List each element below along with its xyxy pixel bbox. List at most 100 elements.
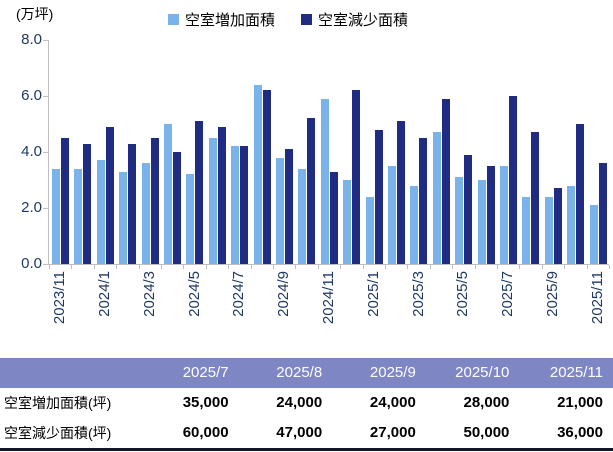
x-tick-label: 2024/9 [275, 271, 293, 317]
x-axis-tick [385, 265, 386, 269]
bar-increase [477, 180, 486, 264]
bar-increase [567, 185, 576, 264]
table-row-label: 空室増加面積(坪) [4, 395, 112, 411]
x-tick-label: 2024/7 [230, 271, 248, 317]
x-axis-tick [161, 265, 162, 269]
bar-decrease [285, 149, 293, 264]
bar-decrease [598, 163, 607, 264]
bar-decrease [374, 129, 383, 264]
bar-increase [365, 196, 374, 264]
bar-increase [231, 146, 240, 264]
bar-increase [500, 166, 508, 264]
bar-decrease [397, 121, 405, 264]
bar-decrease [150, 138, 159, 264]
table-header-cell: 2025/11 [549, 364, 603, 381]
bar-increase [276, 157, 284, 264]
bar-decrease [441, 98, 450, 264]
bar-increase [388, 166, 396, 264]
bar-decrease [105, 126, 114, 264]
table-header-row: 2025/7 2025/8 2025/9 2025/10 2025/11 [0, 358, 613, 388]
bar-increase [96, 160, 105, 264]
x-axis-tick [228, 265, 230, 269]
x-axis-tick [273, 265, 274, 269]
plot-area: 2023/11 2024/1 2024/3 2024/5 2024/7 2024/9 202… [43, 40, 610, 324]
x-axis-tick [452, 265, 454, 269]
bar-decrease [464, 154, 473, 264]
table-value-cell: 24,000 [369, 394, 416, 411]
bar-decrease [262, 90, 271, 264]
x-axis-tick [49, 265, 50, 269]
decrease-swatch-icon [301, 14, 313, 25]
y-axis-tick [43, 208, 49, 209]
x-axis-tick [250, 265, 252, 269]
x-axis-tick [183, 265, 185, 269]
y-tick-label: 4.0 [21, 143, 42, 160]
table-value-cell: 21,000 [557, 394, 603, 411]
bar-decrease [307, 118, 316, 264]
x-axis-tick [564, 265, 566, 269]
bar-increase [320, 98, 329, 264]
bar-increase [208, 138, 217, 264]
x-axis-tick [586, 265, 588, 269]
table-row-label: 空室減少面積(坪) [4, 425, 112, 441]
table-value-cell: 36,000 [557, 424, 603, 441]
bar-increase [119, 171, 128, 264]
x-axis-tick [519, 265, 521, 269]
bar-decrease [329, 171, 338, 264]
table-value-cell: 27,000 [369, 424, 416, 441]
chart-legend: 空室増加面積 空室減少面積 [168, 9, 408, 30]
table-value-cell: 47,000 [276, 424, 323, 441]
bar-increase [186, 174, 195, 264]
x-tick-label: 2025/1 [364, 271, 382, 317]
bar-increase [589, 205, 598, 264]
x-tick-label: 2025/9 [544, 271, 561, 317]
bar-increase [74, 168, 83, 264]
bar-decrease [128, 143, 137, 264]
x-axis-tick [340, 265, 342, 269]
increase-swatch-icon [168, 14, 179, 25]
table-value-cell: 60,000 [182, 424, 229, 441]
x-axis-tick [541, 265, 543, 269]
bar-increase [544, 196, 553, 264]
bar-decrease [486, 166, 495, 264]
bar-increase [164, 124, 172, 264]
x-tick-label: 2025/5 [454, 271, 472, 317]
legend-item-increase: 空室増加面積 [168, 9, 275, 30]
y-tick-label: 0.0 [21, 255, 42, 272]
legend-increase-label: 空室増加面積 [185, 12, 276, 29]
bar-decrease [531, 132, 540, 264]
x-tick-label: 2023/11 [51, 271, 69, 325]
bar-increase [410, 185, 419, 264]
table-header-cell: 2025/9 [369, 364, 416, 381]
summary-table: 2025/7 2025/8 2025/9 2025/10 2025/11 空室増加面積(… [0, 358, 613, 451]
table-header-cell: 2025/10 [455, 364, 510, 381]
y-axis: 8.0 6.0 4.0 2.0 0.0 [0, 0, 42, 280]
y-tick-label: 8.0 [21, 31, 42, 48]
bar-increase [52, 168, 60, 264]
bar-decrease [217, 126, 226, 264]
x-axis-tick [93, 265, 95, 269]
bar-increase [253, 84, 262, 264]
x-tick-label: 2025/7 [499, 271, 517, 317]
bar-increase [343, 180, 352, 264]
x-axis-tick [362, 265, 364, 269]
x-axis-tick [205, 265, 207, 269]
bar-increase [522, 196, 531, 264]
bar-decrease [61, 138, 69, 264]
bar-decrease [83, 143, 92, 264]
x-tick-label: 2024/1 [96, 271, 113, 317]
x-axis-tick [474, 265, 476, 269]
table-row: 空室減少面積(坪) 60,000 47,000 27,000 50,000 36,000 [0, 418, 613, 448]
x-axis-tick [295, 265, 297, 269]
y-tick-label: 6.0 [21, 87, 42, 104]
x-axis-tick [407, 265, 409, 269]
bar-decrease [553, 188, 562, 264]
x-axis-tick [609, 265, 610, 269]
bar-decrease [576, 124, 585, 264]
x-tick-label: 2024/5 [185, 271, 203, 317]
table-row: 空室増加面積(坪) 35,000 24,000 24,000 28,000 21,000 [0, 388, 613, 418]
x-tick-label: 2025/3 [409, 271, 427, 317]
table-header-cell: 2025/7 [182, 364, 229, 381]
x-axis-tick [71, 265, 73, 269]
